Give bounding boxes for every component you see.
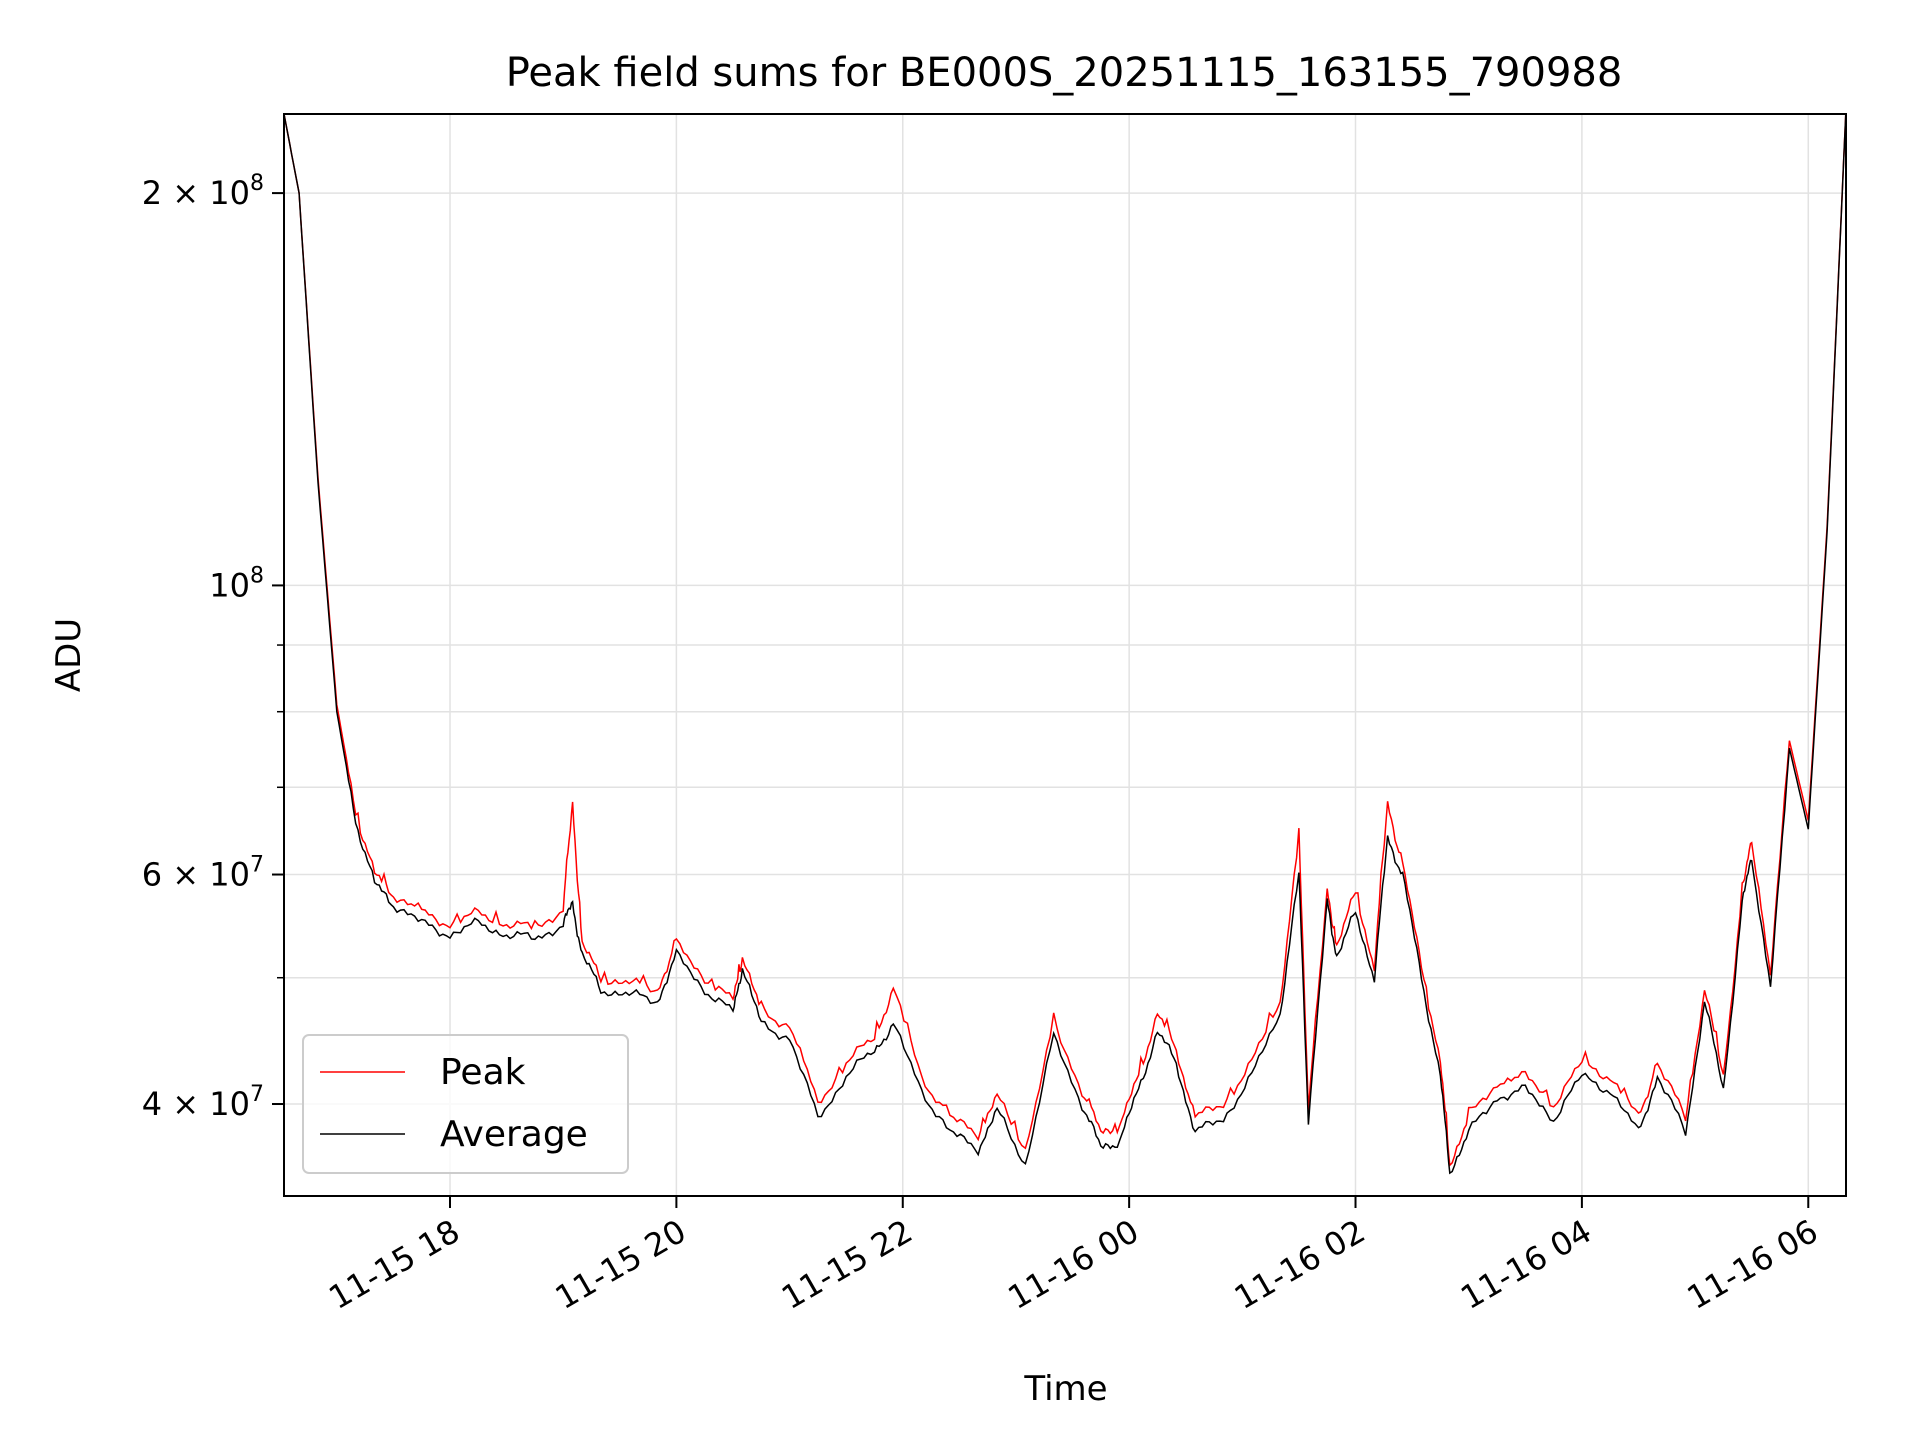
x-axis-title: Time: [1023, 1369, 1107, 1409]
x-tick-label: 11-15 22: [775, 1212, 919, 1317]
plot-frame: [283, 113, 1847, 1197]
legend-label-peak: Peak: [440, 1052, 526, 1093]
x-tick-label: 11-16 04: [1454, 1212, 1598, 1317]
series-line-peak: [284, 114, 1846, 1167]
x-tick-label: 11-16 00: [1002, 1212, 1146, 1317]
y-tick-label: 6 × 107: [142, 853, 264, 894]
y-tick-label: 2 × 108: [142, 171, 264, 212]
x-tick-label: 11-15 20: [549, 1212, 693, 1317]
grid: [284, 114, 1846, 1196]
series-group: [284, 114, 1846, 1175]
x-axis: 11-15 18 11-15 20 11-15 22 11-16 00 11-16 02…: [322, 1196, 1824, 1317]
y-tick-label: 4 × 107: [142, 1082, 264, 1123]
x-tick-label: 11-16 06: [1681, 1212, 1825, 1317]
x-tick-label: 11-16 02: [1228, 1212, 1372, 1317]
legend-box: [302, 1034, 629, 1174]
y-axis: 4 × 107 6 × 107 108 2 × 108: [142, 171, 284, 1123]
legend-label-average: Average: [440, 1114, 588, 1155]
y-tick-label: 108: [209, 563, 264, 604]
series-line-average: [284, 114, 1846, 1175]
y-axis-title: ADU: [49, 618, 89, 692]
x-tick-label: 11-15 18: [322, 1212, 466, 1317]
chart-title: Peak field sums for BE000S_20251115_1631…: [506, 50, 1623, 96]
legend: Peak Average: [302, 1034, 629, 1174]
